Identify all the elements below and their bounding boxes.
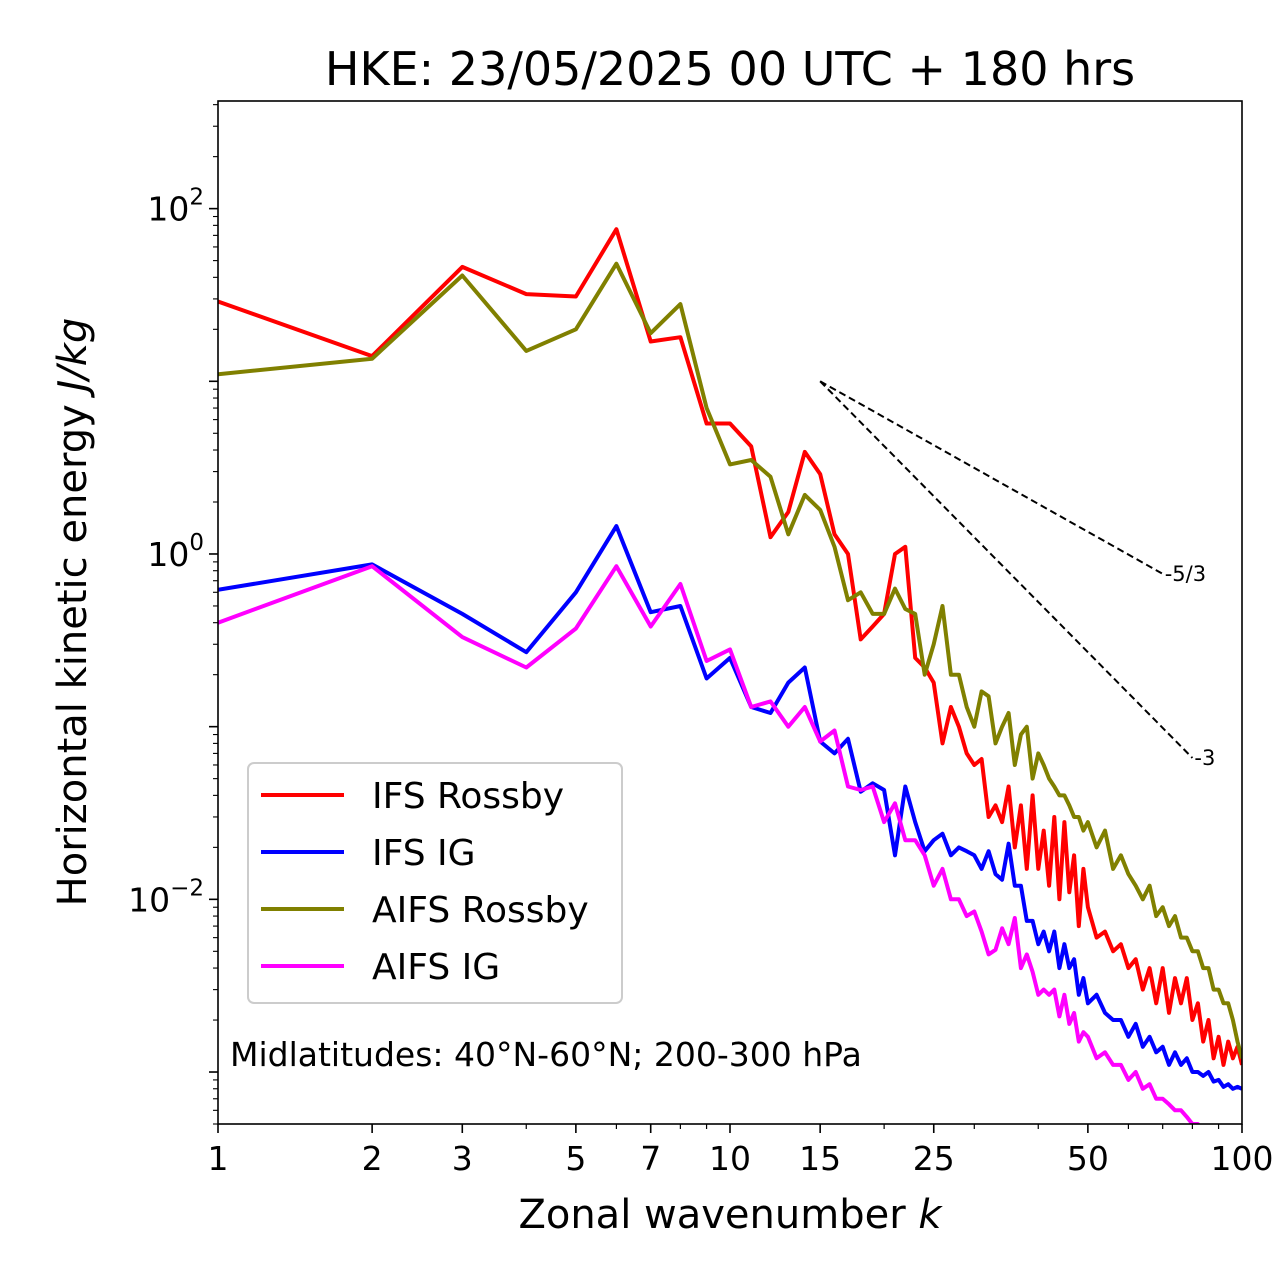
x-tick-label: 50 <box>1067 1139 1109 1178</box>
x-tick-label: 10 <box>709 1139 751 1178</box>
x-tick-label: 5 <box>565 1139 586 1178</box>
x-tick-label: 25 <box>913 1139 955 1178</box>
legend-label: IFS Rossby <box>372 776 564 817</box>
chart-title: HKE: 23/05/2025 00 UTC + 180 hrs <box>325 42 1135 96</box>
reference-slope-label: -5/3 <box>1165 562 1206 586</box>
legend-box <box>247 762 623 1004</box>
reference-slope-line <box>819 380 1194 759</box>
tick-layer: 1 2 3 5 7 10 15 25 50 100 102 100 10−2 <box>128 104 1274 1178</box>
x-tick-label: 15 <box>799 1139 841 1178</box>
reference-slopes: -5/3 -3 <box>819 380 1215 770</box>
y-tick-label: 10−2 <box>128 875 204 919</box>
legend-label: AIFS Rossby <box>372 890 589 931</box>
series-line <box>218 564 1201 1124</box>
series-layer <box>218 227 1242 1124</box>
legend-label: IFS IG <box>372 833 476 874</box>
x-tick-label: 3 <box>452 1139 473 1178</box>
legend: IFS Rossby IFS IG AIFS Rossby AIFS IG <box>247 762 623 1004</box>
region-annotation: Midlatitudes: 40°N-60°N; 200-300 hPa <box>230 1035 862 1074</box>
x-tick-label: 7 <box>640 1139 661 1178</box>
y-axis-units: J/kg <box>50 318 96 399</box>
x-tick-label: 2 <box>362 1139 383 1178</box>
series-line <box>218 261 1242 1059</box>
reference-slope-label: -3 <box>1194 746 1215 770</box>
legend-label: AIFS IG <box>372 947 500 988</box>
reference-slope-line <box>819 380 1164 575</box>
y-tick-label: 100 <box>147 530 204 574</box>
x-tick-label: 1 <box>208 1139 229 1178</box>
x-axis-title: Zonal wavenumber k <box>518 1192 943 1238</box>
y-axis-label: Horizontal kinetic energy <box>50 392 96 907</box>
y-axis-title: Horizontal kinetic energy J/kg <box>50 318 96 907</box>
y-tick-label: 102 <box>147 185 204 229</box>
x-axis-label: Zonal wavenumber <box>518 1192 918 1238</box>
x-axis-variable: k <box>918 1192 943 1238</box>
series-line <box>218 227 1242 1067</box>
series-line <box>218 524 1242 1091</box>
x-tick-label: 100 <box>1211 1139 1274 1178</box>
